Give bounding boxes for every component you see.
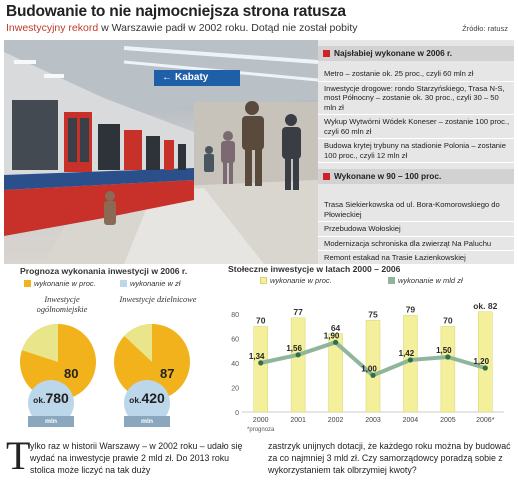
chart-footnote: *prognoza <box>247 427 275 433</box>
bar <box>440 326 456 413</box>
line-value-label: 1,34 <box>249 352 265 361</box>
amount-prefix: ok. <box>33 395 46 405</box>
pie-percent-citywide: 80 <box>64 366 79 381</box>
amount-value: 780 <box>45 390 69 406</box>
done-heading-text: Wykonane w 90 – 100 proc. <box>334 171 442 181</box>
bar <box>253 326 268 413</box>
x-tick-label: 2000 <box>253 417 269 424</box>
pie-district <box>114 324 190 400</box>
list-item: Budowa krytej trybuny na stadionie Polon… <box>318 139 514 163</box>
line-point <box>295 352 301 358</box>
legend-swatch <box>260 277 267 284</box>
line-value-label: 1,50 <box>436 346 452 355</box>
bar-value-label: 79 <box>406 304 416 314</box>
red-square-icon <box>323 50 330 57</box>
y-tick-label: 20 <box>231 386 239 393</box>
line-value-label: 1,42 <box>399 349 415 358</box>
kabaty-sign: ← Kabaty <box>154 70 240 86</box>
body-text-left: ylko raz w historii Warszawy – w 2002 ro… <box>30 441 243 475</box>
x-tick-label: 2001 <box>290 417 306 424</box>
pie-chart-title: Prognoza wykonania inwestycji w 2006 r. <box>20 266 188 276</box>
legend-label: wykonanie w mld zł <box>398 276 463 285</box>
weakest-heading: Najsłabiej wykonane w 2006 r. <box>318 46 514 61</box>
legend-label: wykonanie w zł <box>130 279 181 288</box>
list-item: Modernizacja schroniska dla zwierząt Na … <box>318 237 514 251</box>
list-item: Remont estakad na Trasie Łazienkowskiej <box>318 251 514 266</box>
line-point <box>258 360 264 366</box>
y-tick-label: 0 <box>235 410 239 417</box>
list-item: Trasa Siekierkowska od ul. Bora-Komorows… <box>318 198 514 222</box>
photo-illustration <box>4 40 318 264</box>
bar-value-label: 70 <box>256 315 266 325</box>
pie-legend-percent: wykonanie w proc. <box>24 279 96 288</box>
legend-label: wykonanie w proc. <box>270 276 332 285</box>
bar-legend-amount: wykonanie w mld zł <box>388 276 463 285</box>
x-tick-label: 2006* <box>476 417 495 424</box>
page-subtitle: Inwestycyjny rekord w Warszawie padł w 2… <box>6 22 358 34</box>
line-point <box>407 357 414 363</box>
line-point <box>445 354 451 360</box>
legend-swatch <box>120 280 127 287</box>
investment-bar-chart: 0 20 40 60 80 70 2000 77 2001 64 2002 75 2003 79 2004 7… <box>231 301 504 433</box>
line-value-label: 1,56 <box>286 344 302 353</box>
bar <box>328 333 343 413</box>
x-tick-label: 2002 <box>328 417 344 424</box>
pie-label-citywide: Inwestycje ogólnomiejskie <box>36 295 88 314</box>
bar-value-label: 75 <box>368 309 378 319</box>
metro-station-photo: ← Kabaty <box>4 40 318 264</box>
bar <box>365 320 381 413</box>
list-item: Metro – zostanie ok. 25 proc., czyli 60 … <box>318 67 514 82</box>
pie-slice-rest <box>21 324 58 362</box>
subtitle-highlight: Inwestycyjny rekord <box>6 22 99 34</box>
bar-value-label: 64 <box>331 323 341 333</box>
bar-value-label: 77 <box>293 307 303 317</box>
list-item: Inwestycje drogowe: rondo Starzyńskiego,… <box>318 82 514 115</box>
x-tick-label: 2003 <box>365 417 381 424</box>
amount-unit-citywide: mln <box>28 416 74 427</box>
x-tick-label: 2005 <box>440 417 456 424</box>
done-heading: Wykonane w 90 – 100 proc. <box>318 169 514 184</box>
source-credit: Źródło: ratusz <box>462 24 508 33</box>
bar <box>478 311 493 413</box>
amount-value: 420 <box>141 390 165 406</box>
line-point <box>332 339 339 345</box>
subtitle-rest: w Warszawie padł w 2002 roku. Dotąd nie … <box>98 22 358 34</box>
red-square-icon <box>323 173 330 180</box>
y-tick-label: 60 <box>231 337 239 344</box>
pie-legend-amount: wykonanie w zł <box>120 279 180 288</box>
dropcap: T <box>6 433 31 478</box>
investment-list-panel: Najsłabiej wykonane w 2006 r. Metro – zo… <box>318 40 514 266</box>
pie-label-district: Inwestycje dzielnicowe <box>119 295 197 304</box>
pie-slice-rest <box>124 324 152 362</box>
bar-value-label: ok. 82 <box>473 301 497 311</box>
pie-percent-district: 87 <box>160 366 175 381</box>
list-item: Przebudowa Wołoskiej <box>318 222 514 237</box>
arrow-left-icon: ← <box>162 72 172 83</box>
kabaty-sign-label: Kabaty <box>175 72 209 83</box>
bar <box>290 317 306 413</box>
list-item: Wykup Wytwórni Wódek Koneser – zostanie … <box>318 115 514 139</box>
line-value-label: 1,00 <box>361 364 377 373</box>
line-value-label: 1,20 <box>473 357 489 366</box>
pie-citywide <box>20 324 96 400</box>
bar-chart-title: Stołeczne inwestycje w latach 2000 – 200… <box>228 264 401 274</box>
bar-value-label: 70 <box>443 315 453 325</box>
amount-unit-district: mln <box>124 416 170 427</box>
line-point <box>482 365 488 371</box>
bar-legend-percent: wykonanie w proc. <box>260 276 332 285</box>
body-text-right: zastrzyk unijnych dotacji, że każdego ro… <box>268 441 511 475</box>
line-value-label: 1,90 <box>324 331 340 340</box>
page-title: Budowanie to nie najmocniejsza strona ra… <box>6 3 346 20</box>
legend-label: wykonanie w proc. <box>34 279 96 288</box>
legend-swatch <box>24 280 31 287</box>
x-tick-label: 2004 <box>403 417 419 424</box>
y-tick-label: 80 <box>231 312 239 319</box>
y-tick-label: 40 <box>231 361 239 368</box>
legend-swatch <box>388 277 395 284</box>
line-point <box>370 372 376 378</box>
weakest-heading-text: Najsłabiej wykonane w 2006 r. <box>334 48 453 58</box>
amount-prefix: ok. <box>129 395 142 405</box>
